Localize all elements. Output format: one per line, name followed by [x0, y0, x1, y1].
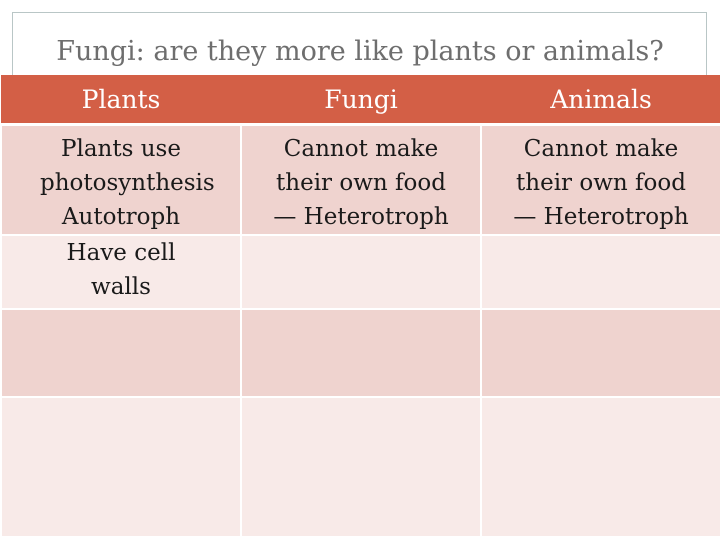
cell-fungi-empty	[240, 396, 482, 538]
header-plants: Plants	[1, 75, 241, 126]
table-header-row: Plants Fungi Animals	[1, 75, 720, 126]
slide-title: Fungi: are they more like plants or anim…	[56, 36, 664, 67]
cell-animals-empty	[480, 308, 720, 398]
header-animals: Animals	[481, 75, 720, 126]
cell-text: Cannot make their own food— Heterotroph	[513, 136, 689, 230]
cell-text: Cannot make their own food— Heterotroph	[273, 136, 449, 230]
cell-animals-empty	[480, 396, 720, 538]
cell-fungi-nutrition: Cannot make their own food— Heterotroph	[240, 123, 482, 236]
table-row	[0, 308, 720, 398]
table-row: Plants use photosynthesis Autotroph Cann…	[0, 123, 720, 236]
cell-plants-nutrition: Plants use photosynthesis Autotroph	[0, 123, 242, 236]
cell-text: Plants use photosynthesis Autotroph	[40, 136, 215, 230]
cell-plants-empty	[0, 396, 242, 538]
cell-animals-nutrition: Cannot make their own food— Heterotroph	[480, 123, 720, 236]
cell-plants-empty	[0, 308, 242, 398]
cell-fungi-cellwalls	[240, 234, 482, 310]
cell-plants-cellwalls: Have cell walls	[0, 234, 242, 310]
table-row: Have cell walls	[0, 234, 720, 310]
cell-fungi-empty	[240, 308, 482, 398]
cell-animals-cellwalls	[480, 234, 720, 310]
title-frame	[12, 12, 707, 78]
table-row	[0, 396, 720, 538]
header-fungi: Fungi	[241, 75, 481, 126]
comparison-table: Plants Fungi Animals Plants use photosyn…	[0, 75, 720, 538]
cell-text: Have cell walls	[66, 240, 176, 300]
